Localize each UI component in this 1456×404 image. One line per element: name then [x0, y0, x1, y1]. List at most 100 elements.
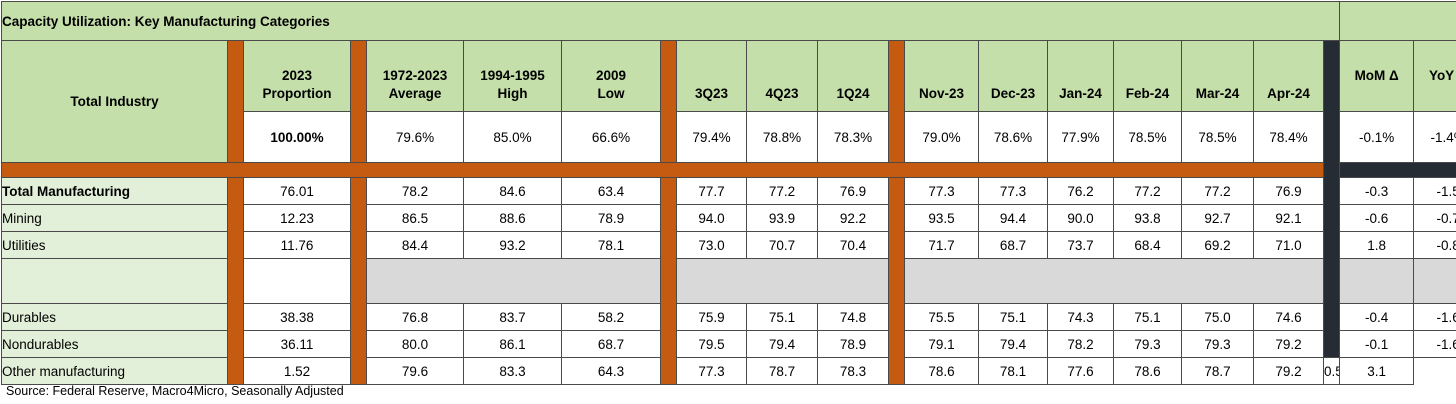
gap-gray-cell	[1339, 258, 1415, 304]
cell-4q23: 77.2	[746, 177, 818, 205]
cell-1q24: 76.9	[817, 177, 889, 205]
table-row: Durables 38.38 76.8 83.7 58.2 75.9 75.1 …	[1, 303, 1456, 331]
dark-band	[1339, 162, 1456, 178]
cell-proportion: 11.76	[243, 231, 351, 259]
col-header-high: 1994-1995 High	[463, 40, 562, 112]
cell-low: 64.3	[561, 357, 661, 385]
total-industry-feb-24: 78.5%	[1113, 111, 1182, 163]
cell-apr-24: 76.9	[1253, 177, 1324, 205]
cell-proportion: 76.01	[243, 177, 351, 205]
gap-gray-cell	[1413, 258, 1456, 304]
total-industry-yoy: -1.4%	[1413, 111, 1456, 163]
dark-separator	[1322, 40, 1341, 358]
cell-average: 76.8	[366, 303, 464, 331]
cell-high: 86.1	[463, 330, 562, 358]
total-industry-average: 79.6%	[366, 111, 464, 163]
cell-mom: -0.3	[1339, 177, 1415, 205]
cell-yoy: -1.6	[1413, 330, 1456, 358]
cell-1q24: 78.9	[817, 330, 889, 358]
total-industry-3q23: 79.4%	[676, 111, 747, 163]
cell-proportion: 36.11	[243, 330, 351, 358]
col-header-average: 1972-2023 Average	[366, 40, 464, 112]
col-header-3q23: 3Q23	[676, 40, 747, 112]
total-industry-jan-24: 77.9%	[1047, 111, 1114, 163]
total-industry-nov-23: 79.0%	[904, 111, 979, 163]
cell-4q23: 93.9	[746, 204, 818, 232]
cell-mom: 1.8	[1339, 231, 1415, 259]
cell-dec-23: 94.4	[978, 204, 1048, 232]
total-industry-apr-24: 78.4%	[1253, 111, 1324, 163]
cell-nov-23: 93.5	[904, 204, 979, 232]
cell-mar-24: 79.3	[1181, 330, 1254, 358]
total-industry-mom: -0.1%	[1339, 111, 1415, 163]
cell-nov-23: 78.6	[904, 357, 979, 385]
orange-band-row	[1, 162, 1456, 178]
cell-3q23: 77.7	[676, 177, 747, 205]
col-header-nov-23: Nov-23	[904, 40, 979, 112]
cell-mar-24: 77.2	[1181, 177, 1254, 205]
col-header-4q23: 4Q23	[746, 40, 818, 112]
col-header-1q24: 1Q24	[817, 40, 889, 112]
cell-dec-23: 78.1	[978, 357, 1048, 385]
cell-average: 78.2	[366, 177, 464, 205]
gap-cell	[243, 258, 351, 304]
col-header-jan-24: Jan-24	[1047, 40, 1114, 112]
col-header-dec-23: Dec-23	[978, 40, 1048, 112]
source-note: Source: Federal Reserve, Macro4Micro, Se…	[6, 384, 344, 398]
cell-jan-24: 78.2	[1047, 330, 1114, 358]
gap-gray-cell	[676, 258, 889, 304]
cell-mom: -0.6	[1339, 204, 1415, 232]
col-header-apr-24: Apr-24	[1253, 40, 1324, 112]
cell-yoy: 3.1	[1339, 357, 1415, 385]
table-row: Total Manufacturing 76.01 78.2 84.6 63.4…	[1, 177, 1456, 385]
cell-3q23: 79.5	[676, 330, 747, 358]
cell-4q23: 75.1	[746, 303, 818, 331]
table-row: Mining 12.23 86.5 88.6 78.9 94.0 93.9 92…	[1, 204, 1456, 232]
cell-yoy: -1.5	[1413, 177, 1456, 205]
cell-average: 80.0	[366, 330, 464, 358]
cell-dec-23: 77.3	[978, 177, 1048, 205]
cell-proportion: 1.52	[243, 357, 351, 385]
col-header-proportion: 2023 Proportion	[243, 40, 351, 112]
cell-dec-23: 79.4	[978, 330, 1048, 358]
total-industry-high: 85.0%	[463, 111, 562, 163]
row-label: Total Manufacturing	[1, 177, 228, 205]
cell-nov-23: 71.7	[904, 231, 979, 259]
header-row: Total Industry 2023 Proportion 1972-2023 A…	[1, 40, 1456, 358]
cell-proportion: 12.23	[243, 204, 351, 232]
cell-mar-24: 92.7	[1181, 204, 1254, 232]
cell-average: 84.4	[366, 231, 464, 259]
cell-high: 84.6	[463, 177, 562, 205]
row-label: Utilities	[1, 231, 228, 259]
table-title: Capacity Utilization: Key Manufacturing …	[0, 1, 1341, 41]
cell-dec-23: 75.1	[978, 303, 1048, 331]
cell-mom: -0.4	[1339, 303, 1415, 331]
orange-separator	[888, 40, 905, 163]
cell-apr-24: 79.2	[1253, 357, 1324, 385]
row-label: Mining	[1, 204, 228, 232]
cell-high: 83.7	[463, 303, 562, 331]
total-industry-proportion: 100.00%	[243, 111, 351, 163]
cell-jan-24: 77.6	[1047, 357, 1114, 385]
orange-separator	[227, 40, 244, 163]
gap-gray-cell	[366, 258, 661, 304]
cell-feb-24: 75.1	[1113, 303, 1182, 331]
cell-1q24: 78.3	[817, 357, 889, 385]
cell-high: 88.6	[463, 204, 562, 232]
cell-yoy: -0.7	[1413, 204, 1456, 232]
col-header-mom: MoM Δ	[1339, 40, 1415, 112]
cell-high: 83.3	[463, 357, 562, 385]
cell-4q23: 70.7	[746, 231, 818, 259]
cell-feb-24: 68.4	[1113, 231, 1182, 259]
cell-low: 78.1	[561, 231, 661, 259]
orange-separator	[350, 177, 367, 385]
cell-1q24: 70.4	[817, 231, 889, 259]
cell-4q23: 79.4	[746, 330, 818, 358]
cell-3q23: 75.9	[676, 303, 747, 331]
cell-mar-24: 78.7	[1181, 357, 1254, 385]
orange-separator	[660, 177, 677, 385]
cell-4q23: 78.7	[746, 357, 818, 385]
cell-high: 93.2	[463, 231, 562, 259]
cell-yoy: -1.6	[1413, 303, 1456, 331]
cell-dec-23: 68.7	[978, 231, 1048, 259]
